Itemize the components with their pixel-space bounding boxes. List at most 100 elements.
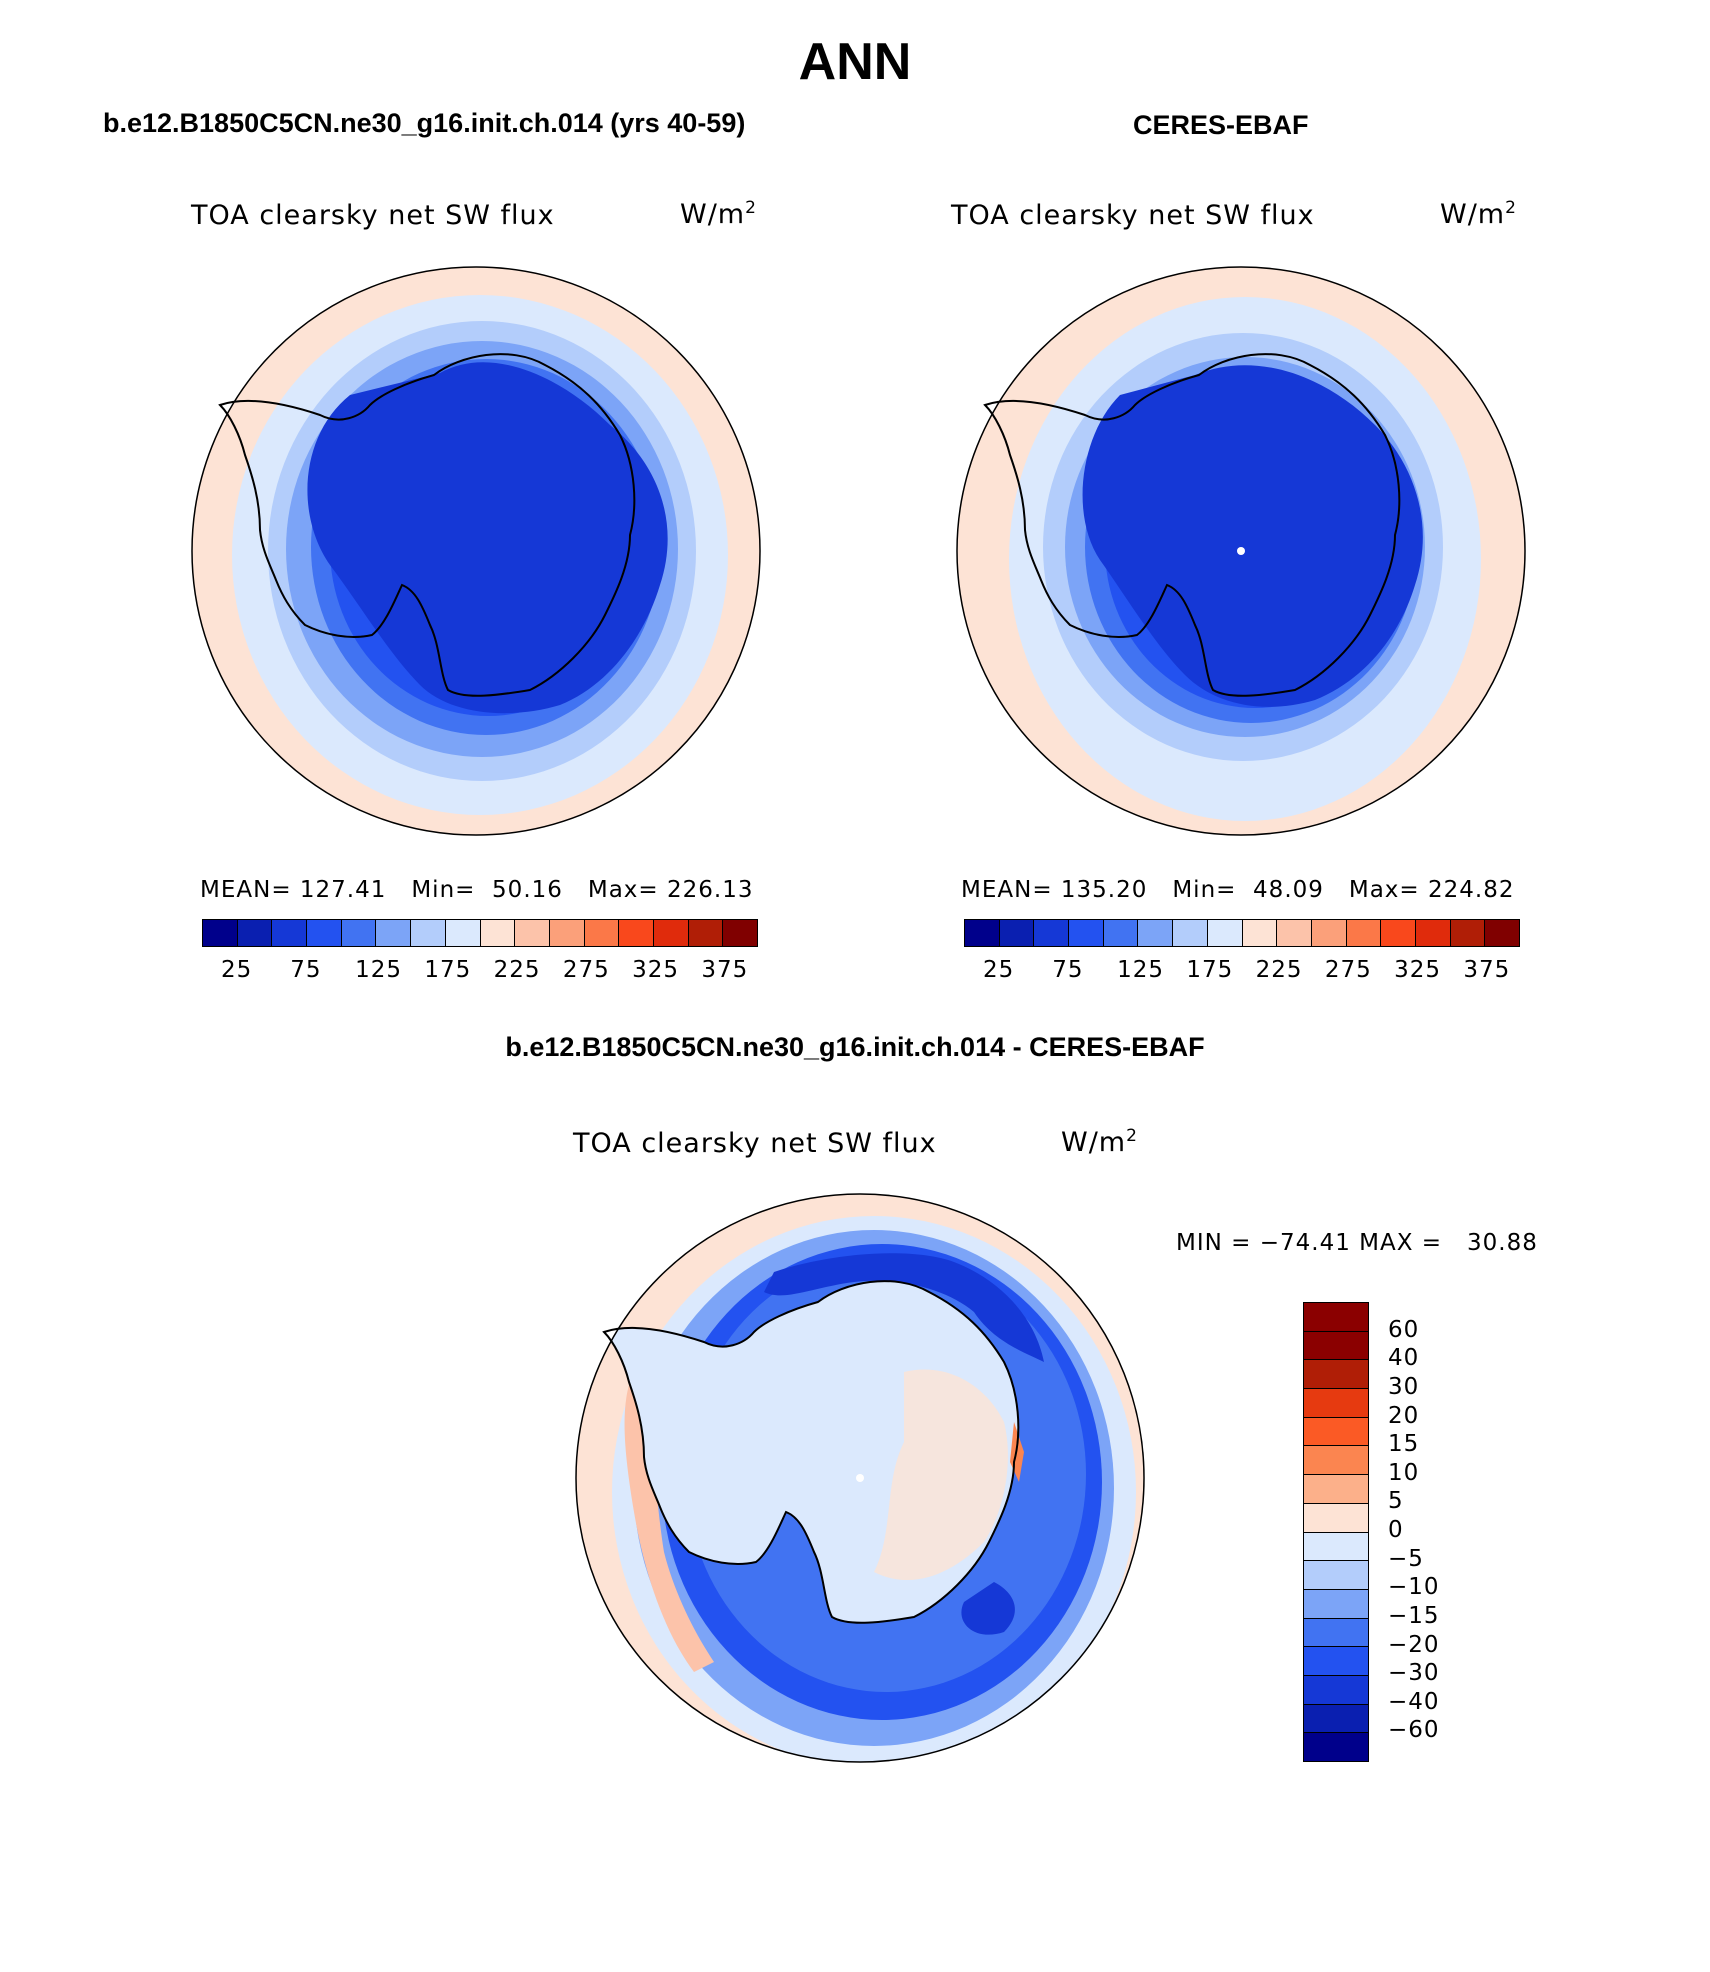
colorbar-swatch — [1304, 1733, 1368, 1761]
colorbar-swatch — [1415, 920, 1451, 946]
colorbar-swatch — [445, 920, 481, 946]
colorbar-tick-label: 375 — [1463, 957, 1511, 983]
obs-polar-map — [956, 266, 1526, 836]
colorbar-swatch — [1304, 1331, 1368, 1361]
colorbar-swatch — [515, 920, 550, 946]
model-coastline — [218, 353, 636, 697]
model-stats: MEAN= 127.41 Min= 50.16 Max= 226.13 — [200, 877, 754, 903]
diff-units: W/m2 — [1061, 1126, 1138, 1158]
colorbar-tick-label: 0 — [1388, 1517, 1404, 1543]
obs-coastline — [983, 353, 1401, 697]
colorbar-swatch — [688, 920, 724, 946]
colorbar-swatch — [1207, 920, 1243, 946]
colorbar-tick-label: 125 — [355, 957, 403, 983]
colorbar-swatch — [1304, 1389, 1368, 1418]
colorbar-swatch — [1304, 1360, 1368, 1390]
colorbar-tick-label: 15 — [1388, 1431, 1420, 1458]
colorbar-tick-label: 10 — [1388, 1459, 1420, 1486]
colorbar-swatch — [619, 920, 654, 946]
colorbar-tick-label: −20 — [1388, 1631, 1440, 1658]
model-colorbar-ticks: 25 75 125 175 225 275 325 375 — [202, 957, 756, 987]
colorbar-swatch — [1242, 920, 1278, 946]
colorbar-swatch — [1304, 1589, 1368, 1619]
colorbar-swatch — [584, 920, 620, 946]
diff-coastline — [602, 1280, 1020, 1624]
colorbar-swatch — [723, 920, 757, 946]
colorbar-tick-label: −15 — [1388, 1602, 1440, 1629]
colorbar-tick-label: 5 — [1388, 1488, 1404, 1515]
colorbar-swatch — [1304, 1303, 1368, 1332]
colorbar-tick-label: 275 — [1324, 957, 1372, 983]
colorbar-swatch — [1304, 1647, 1368, 1676]
colorbar-tick-label: 275 — [562, 957, 610, 983]
colorbar-swatch — [1304, 1704, 1368, 1734]
colorbar-swatch — [1069, 920, 1104, 946]
colorbar-swatch — [965, 920, 1000, 946]
colorbar-swatch — [376, 920, 412, 946]
colorbar-swatch — [272, 920, 308, 946]
colorbar-swatch — [480, 920, 516, 946]
colorbar-tick-label: 25 — [220, 957, 253, 983]
colorbar-swatch — [1304, 1503, 1368, 1533]
diff-polar-map — [575, 1193, 1145, 1763]
colorbar-tick-label: 175 — [424, 957, 472, 983]
colorbar-tick-label: 225 — [1255, 957, 1303, 983]
colorbar-swatch — [653, 920, 689, 946]
colorbar-tick-label: 30 — [1388, 1373, 1420, 1400]
colorbar-swatch — [549, 920, 585, 946]
colorbar-swatch — [1381, 920, 1416, 946]
colorbar-swatch — [1311, 920, 1347, 946]
colorbar-swatch — [1277, 920, 1312, 946]
colorbar-tick-label: 20 — [1388, 1402, 1420, 1429]
colorbar-tick-label: −10 — [1388, 1574, 1440, 1601]
colorbar-swatch — [1103, 920, 1139, 946]
colorbar-swatch — [1304, 1475, 1368, 1504]
colorbar-swatch — [237, 920, 273, 946]
model-panel-title: b.e12.B1850C5CN.ne30_g16.init.ch.014 (yr… — [103, 108, 746, 138]
colorbar-tick-label: −5 — [1388, 1545, 1424, 1572]
colorbar-swatch — [1173, 920, 1208, 946]
colorbar-tick-label: 25 — [982, 957, 1015, 983]
colorbar-tick-label: 325 — [632, 957, 680, 983]
colorbar-swatch — [341, 920, 377, 946]
colorbar-swatch — [1304, 1618, 1368, 1648]
colorbar-swatch — [307, 920, 342, 946]
colorbar-tick-label: −60 — [1388, 1717, 1440, 1744]
diff-variable-label: TOA clearsky net SW flux — [573, 1128, 937, 1159]
colorbar-swatch — [1034, 920, 1070, 946]
diff-minmax: MIN = −74.41 MAX = 30.88 — [1176, 1230, 1538, 1256]
colorbar-swatch — [1304, 1532, 1368, 1562]
colorbar-swatch — [1304, 1675, 1368, 1705]
diff-colorbar-ticks: 60 40 30 20 15 10 5 0 −5 −10 −15 −20 −30 −40 −60 — [1388, 1302, 1468, 1760]
colorbar-swatch — [411, 920, 446, 946]
colorbar-tick-label: 40 — [1388, 1345, 1420, 1372]
colorbar-tick-label: 225 — [493, 957, 541, 983]
colorbar-tick-label: 75 — [1052, 957, 1084, 983]
obs-variable-label: TOA clearsky net SW flux — [951, 200, 1315, 231]
colorbar-swatch — [1485, 920, 1519, 946]
colorbar-tick-label: 325 — [1394, 957, 1442, 983]
colorbar-swatch — [1304, 1417, 1368, 1447]
diff-colorbar — [1303, 1302, 1369, 1762]
colorbar-tick-label: 125 — [1117, 957, 1165, 983]
obs-panel-title: CERES-EBAF — [1133, 110, 1309, 140]
colorbar-tick-label: −40 — [1388, 1688, 1440, 1715]
obs-stats: MEAN= 135.20 Min= 48.09 Max= 224.82 — [961, 877, 1515, 903]
obs-colorbar-ticks: 25 75 125 175 225 275 325 375 — [964, 957, 1518, 987]
colorbar-tick-label: 175 — [1186, 957, 1234, 983]
obs-colorbar — [964, 919, 1520, 947]
colorbar-tick-label: 75 — [290, 957, 322, 983]
colorbar-swatch — [1450, 920, 1486, 946]
colorbar-tick-label: 375 — [701, 957, 749, 983]
model-units: W/m2 — [680, 198, 757, 230]
model-variable-label: TOA clearsky net SW flux — [191, 200, 555, 231]
colorbar-swatch — [999, 920, 1035, 946]
colorbar-swatch — [1304, 1446, 1368, 1476]
colorbar-tick-label: 60 — [1388, 1316, 1420, 1343]
page-title: ANN — [798, 33, 912, 91]
diff-panel-title: b.e12.B1850C5CN.ne30_g16.init.ch.014 - C… — [505, 1032, 1205, 1062]
obs-units: W/m2 — [1440, 198, 1517, 230]
colorbar-swatch — [1304, 1561, 1368, 1590]
model-colorbar — [202, 919, 758, 947]
colorbar-swatch — [1346, 920, 1382, 946]
